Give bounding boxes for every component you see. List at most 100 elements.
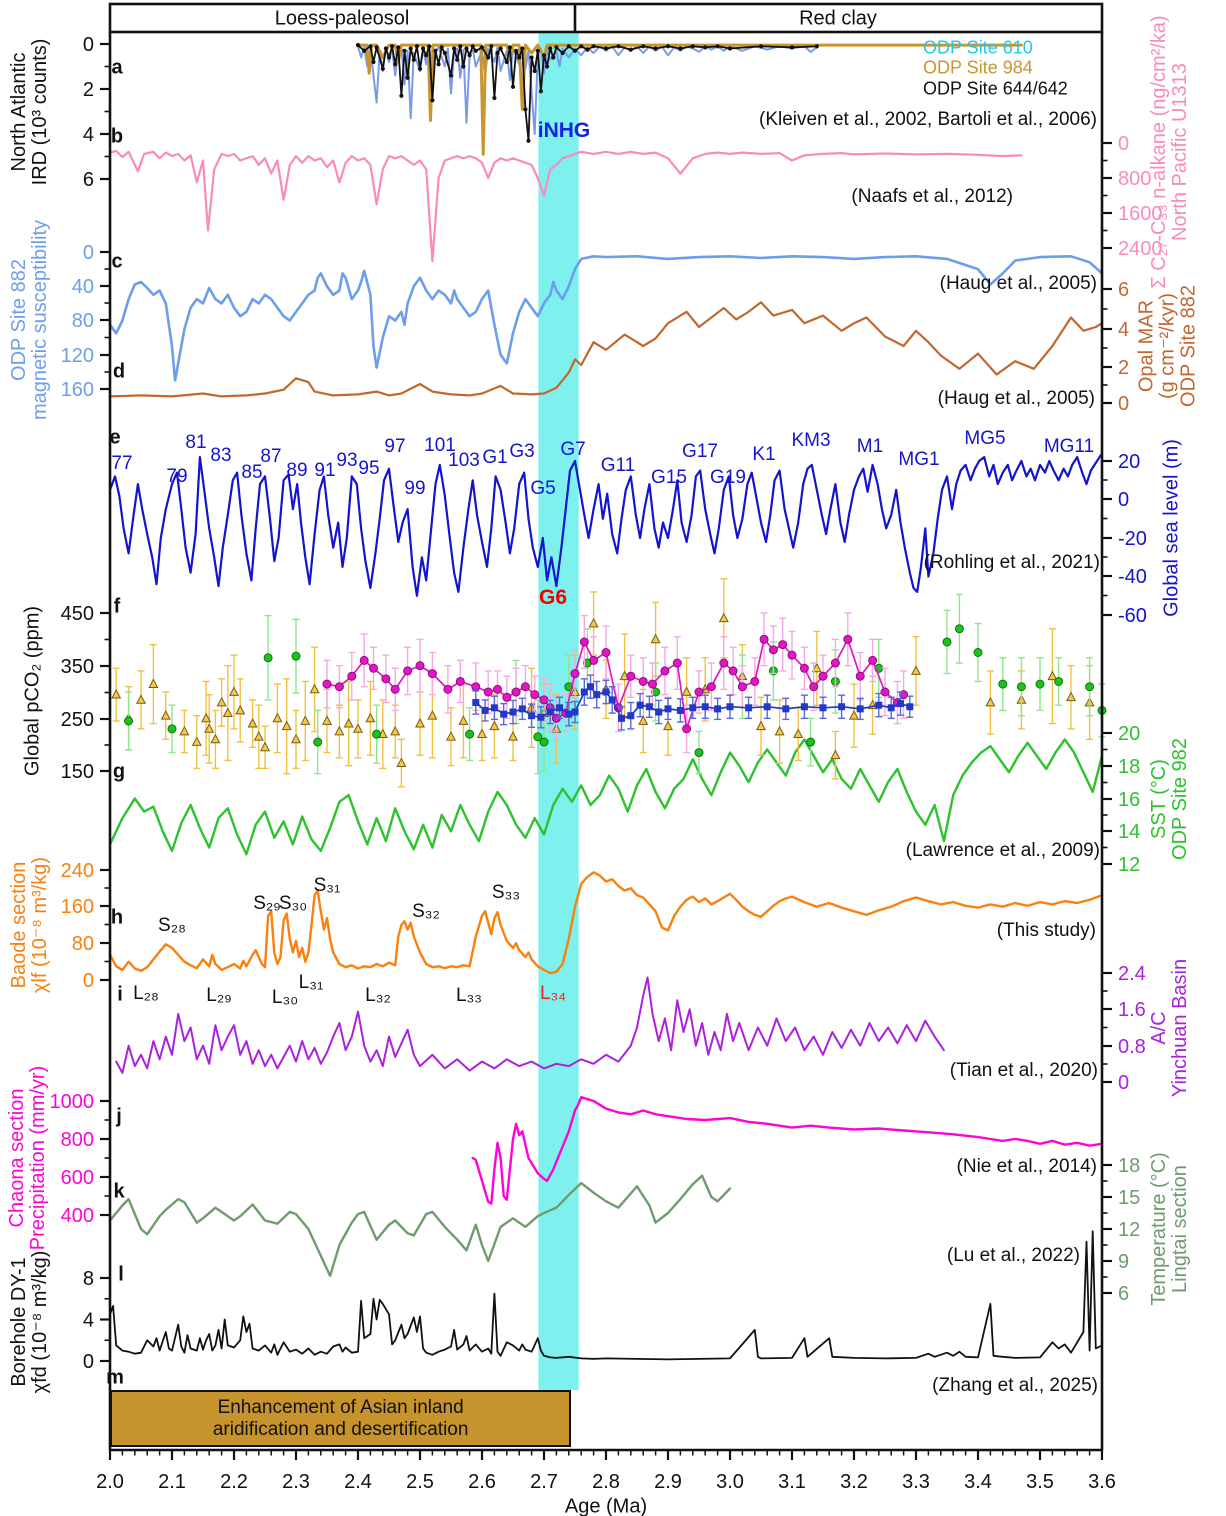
axis-d-right: 6 4 2 0 [1102, 279, 1129, 415]
svg-text:9: 9 [1118, 1251, 1129, 1273]
aridification-annotation-box: Enhancement of Asian inland aridificatio… [110, 1390, 572, 1447]
svg-text:160: 160 [61, 896, 94, 918]
series-baode-chi-lf [108, 871, 1104, 975]
svg-text:2.6: 2.6 [468, 1471, 496, 1493]
stratigraphy-header [108, 2, 1104, 34]
svg-text:20: 20 [1118, 723, 1140, 745]
axis-a-left: 0 2 4 6 [83, 34, 110, 191]
svg-text:3.0: 3.0 [716, 1471, 744, 1493]
svg-text:3.5: 3.5 [1026, 1471, 1054, 1493]
axis-f-left: 450 350 250 150 [61, 603, 110, 783]
svg-text:150: 150 [61, 761, 94, 783]
svg-text:-20: -20 [1118, 528, 1147, 550]
svg-text:2: 2 [1118, 357, 1129, 379]
series-co2-magenta [322, 612, 909, 754]
svg-text:0: 0 [1118, 1072, 1129, 1094]
axis-b-right: 0 800 1600 2400 [1102, 133, 1163, 260]
svg-text:2.2: 2.2 [220, 1471, 248, 1493]
svg-text:16: 16 [1118, 789, 1140, 811]
axis-k-right: 18 15 12 9 6 [1102, 1155, 1140, 1305]
svg-text:0: 0 [83, 1351, 94, 1373]
series-co2-boron-blue [472, 674, 914, 731]
series-alkane-u1313 [108, 149, 1023, 263]
svg-text:12: 12 [1118, 854, 1140, 876]
svg-text:2.1: 2.1 [158, 1471, 186, 1493]
axis-j-left: 1000 800 600 400 [50, 1091, 110, 1227]
svg-text:80: 80 [72, 310, 94, 332]
svg-text:0: 0 [1118, 489, 1129, 511]
svg-text:800: 800 [1118, 168, 1151, 190]
svg-text:18: 18 [1118, 1155, 1140, 1177]
svg-text:120: 120 [61, 345, 94, 367]
svg-text:0: 0 [83, 242, 94, 264]
svg-text:6: 6 [1118, 1283, 1129, 1305]
svg-text:0: 0 [83, 970, 94, 992]
svg-text:4: 4 [1118, 319, 1129, 341]
svg-text:1.6: 1.6 [1118, 999, 1146, 1021]
svg-text:2.0: 2.0 [96, 1471, 124, 1493]
series-magsus-odp882 [108, 254, 1104, 382]
svg-text:2400: 2400 [1118, 238, 1163, 260]
svg-text:4: 4 [83, 1310, 94, 1332]
svg-text:160: 160 [61, 379, 94, 401]
svg-text:450: 450 [61, 603, 94, 625]
svg-text:8: 8 [83, 1268, 94, 1290]
svg-text:40: 40 [72, 276, 94, 298]
svg-text:3.1: 3.1 [778, 1471, 806, 1493]
x-axis-title: Age (Ma) [564, 1495, 648, 1516]
svg-text:4: 4 [83, 124, 94, 146]
svg-text:2: 2 [83, 79, 94, 101]
svg-text:2.4: 2.4 [1118, 963, 1146, 985]
axis-l-left: 8 4 0 [83, 1268, 110, 1373]
svg-text:20: 20 [1118, 451, 1140, 473]
svg-text:600: 600 [61, 1167, 94, 1189]
svg-text:3.6: 3.6 [1088, 1471, 1116, 1493]
svg-text:6: 6 [83, 169, 94, 191]
svg-text:6: 6 [1118, 279, 1129, 301]
svg-text:1000: 1000 [50, 1091, 95, 1113]
svg-text:0.8: 0.8 [1118, 1036, 1146, 1058]
svg-text:2.3: 2.3 [282, 1471, 310, 1493]
series-precip-chaona [471, 1095, 1104, 1205]
svg-text:0: 0 [83, 34, 94, 56]
svg-text:2.8: 2.8 [592, 1471, 620, 1493]
axis-c-left: 0 40 80 120 160 [61, 242, 110, 401]
series-dy1-chi-fd [109, 1230, 1103, 1361]
series-ac-yinchuan [115, 976, 945, 1074]
svg-text:14: 14 [1118, 821, 1140, 843]
svg-text:3.4: 3.4 [964, 1471, 992, 1493]
series-sealevel [108, 454, 1102, 597]
svg-text:3.2: 3.2 [840, 1471, 868, 1493]
svg-text:350: 350 [61, 656, 94, 678]
stratigraphy-label-loess-paleosol: Loess-paleosol [274, 7, 410, 30]
series-opal-mar-odp882 [108, 301, 1104, 398]
svg-text:2.9: 2.9 [654, 1471, 682, 1493]
series-ird-odp644 [355, 43, 819, 143]
svg-text:240: 240 [61, 860, 94, 882]
axis-e-right: 20 0 -20 -40 -60 [1102, 451, 1147, 627]
svg-text:0: 0 [1118, 393, 1129, 415]
series-ird-odp610 [357, 45, 818, 135]
svg-text:80: 80 [72, 933, 94, 955]
svg-text:2.4: 2.4 [344, 1471, 372, 1493]
stratigraphy-label-red-clay: Red clay [799, 7, 877, 30]
series-sst-odp982 [108, 738, 1104, 856]
svg-text:400: 400 [61, 1205, 94, 1227]
aridification-text-line2: aridification and desertification [212, 1418, 469, 1440]
axis-i-right: 2.4 1.6 0.8 0 [1102, 963, 1146, 1094]
svg-text:0: 0 [1118, 133, 1129, 155]
axis-g-right: 20 18 16 14 12 [1102, 723, 1140, 876]
svg-text:3.3: 3.3 [902, 1471, 930, 1493]
aridification-text-line1: Enhancement of Asian inland [217, 1396, 464, 1418]
svg-text:2.5: 2.5 [406, 1471, 434, 1493]
svg-text:15: 15 [1118, 1187, 1140, 1209]
svg-text:800: 800 [61, 1129, 94, 1151]
series-temp-lingtai [108, 1174, 732, 1278]
svg-text:-40: -40 [1118, 566, 1147, 588]
svg-text:-60: -60 [1118, 605, 1147, 627]
svg-text:1600: 1600 [1118, 203, 1163, 225]
axis-h-left: 240 160 80 0 [61, 860, 110, 992]
svg-text:12: 12 [1118, 1219, 1140, 1241]
